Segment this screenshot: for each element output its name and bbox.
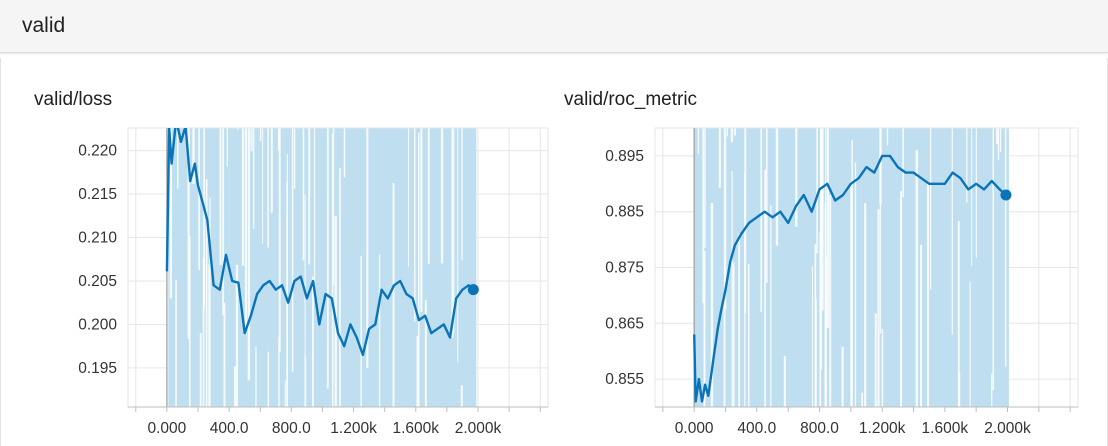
y-tick-label: 0.195: [78, 360, 117, 377]
x-tick-label: 0.000: [147, 420, 186, 437]
y-tick-label: 0.865: [605, 315, 644, 332]
chart-card-valid-loss: valid/loss 0.195 0.200 0.205 0.210 0.215 0.22…: [0, 58, 550, 446]
x-tick-label: 1.200k: [330, 420, 377, 437]
x-tick-label: 2.000k: [984, 420, 1031, 437]
x-tick-label: 1.600k: [922, 420, 969, 437]
series-line: [165, 128, 475, 357]
x-tick-label: 1.200k: [859, 420, 906, 437]
x-tick-label: 800.0: [272, 420, 311, 437]
y-tick-label: 0.885: [605, 204, 644, 221]
series-end-point: [467, 284, 479, 296]
y-tick-label: 0.200: [78, 316, 117, 333]
x-tick-label: 400.0: [737, 420, 776, 437]
valid-loss-chart[interactable]: 0.195 0.200 0.205 0.210 0.215 0.220 0.000 400.0…: [1, 58, 550, 446]
x-tick-label: 400.0: [210, 420, 249, 437]
chart-title: valid/roc_metric: [564, 89, 698, 110]
y-tick-label: 0.875: [605, 260, 644, 277]
y-tick-label: 0.220: [78, 143, 117, 160]
chart-card-valid-roc-metric: valid/roc_metric 0.855 0.865 0.875 0.885 0.8…: [552, 58, 1108, 446]
series-line: [693, 154, 1007, 403]
y-tick-label: 0.895: [605, 148, 644, 165]
y-tick-label: 0.210: [78, 230, 117, 247]
x-tick-label: 2.000k: [455, 420, 502, 437]
x-tick-label: 1.600k: [393, 420, 440, 437]
chart-title: valid/loss: [34, 89, 113, 110]
series-end-point: [1000, 189, 1012, 201]
variance-band: [166, 128, 477, 407]
y-tick-label: 0.855: [605, 371, 644, 388]
y-tick-label: 0.205: [78, 273, 117, 290]
y-tick-label: 0.215: [78, 186, 117, 203]
x-tick-label: 800.0: [800, 420, 839, 437]
group-header[interactable]: valid: [0, 0, 1108, 53]
valid-roc-metric-chart[interactable]: 0.855 0.865 0.875 0.885 0.895 0.000 400.0 800.0…: [552, 58, 1107, 446]
x-tick-label: 0.000: [675, 420, 714, 437]
group-title: valid: [22, 14, 66, 37]
